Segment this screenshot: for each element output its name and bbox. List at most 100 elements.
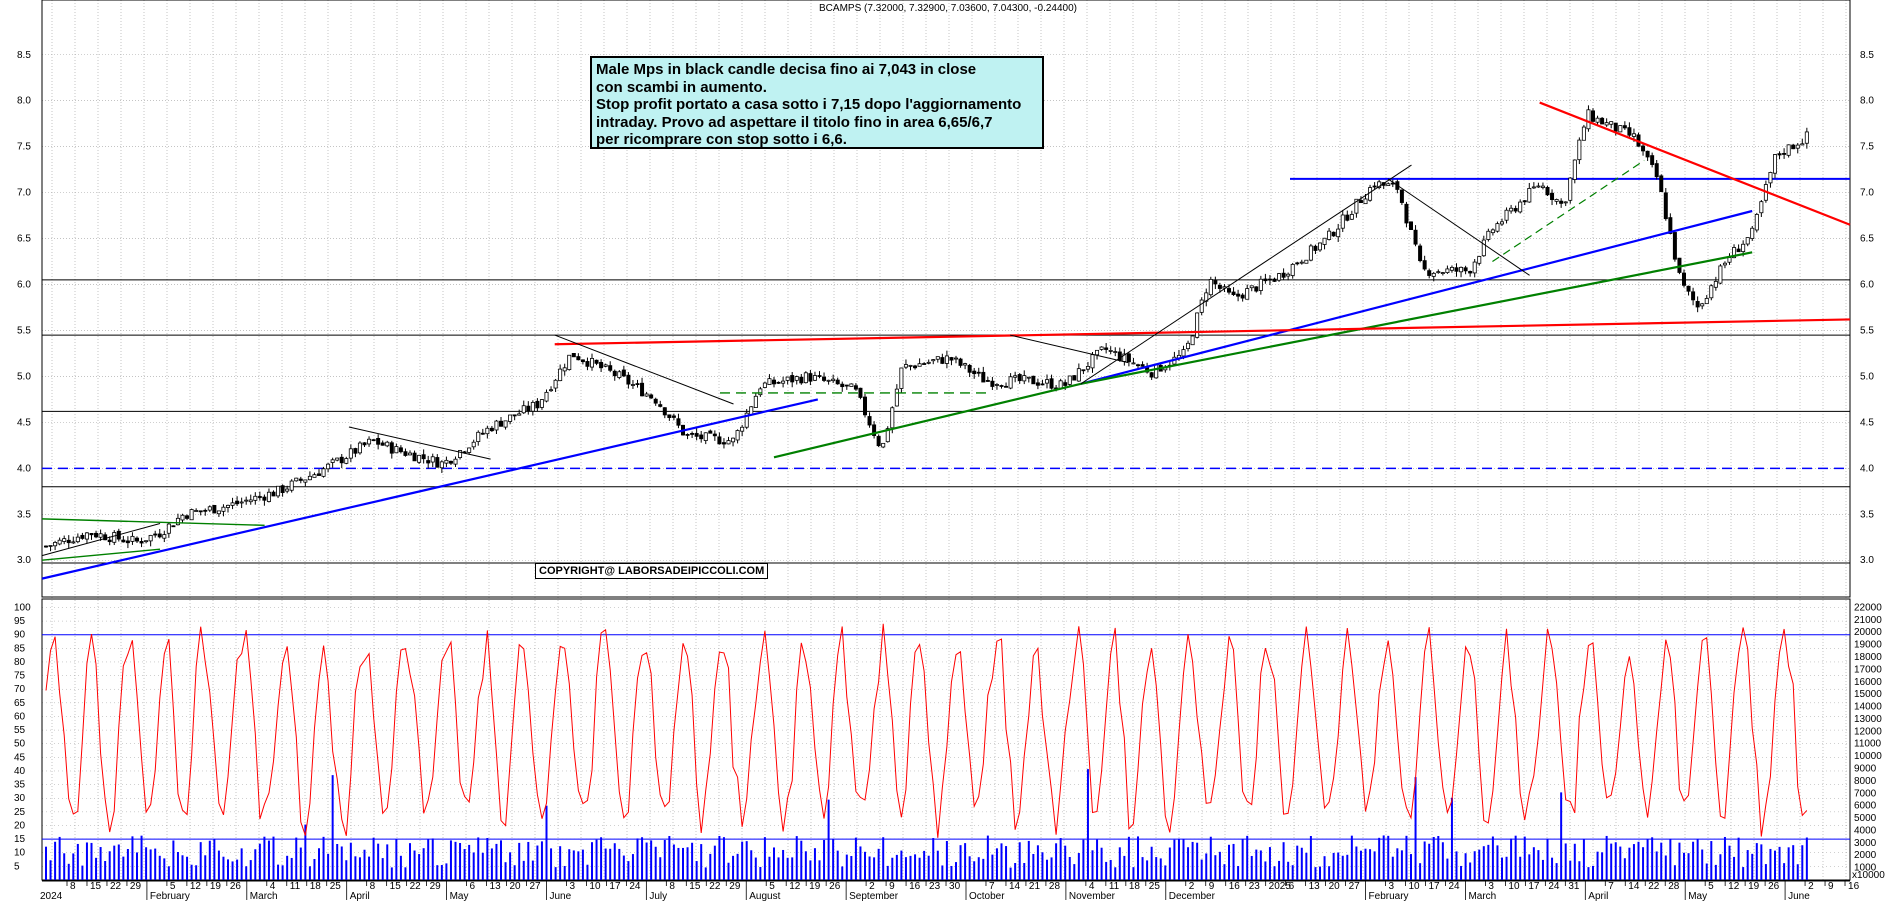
- oscillator-tick-label: 55: [14, 725, 26, 736]
- candle-body: [1040, 383, 1045, 386]
- day-label: 26: [829, 881, 841, 892]
- candle-body: [835, 379, 840, 385]
- day-label: 30: [949, 881, 961, 892]
- green-range-top: [41, 518, 265, 527]
- candle-body: [1149, 372, 1154, 378]
- day-label: 24: [1448, 881, 1460, 892]
- day-label: 26: [230, 881, 242, 892]
- candle-body: [1258, 278, 1263, 291]
- candle-body: [503, 420, 508, 428]
- candle-body: [348, 448, 353, 459]
- black-short-downtrend: [348, 426, 491, 460]
- day-label: 9: [1828, 881, 1834, 892]
- volume-tick-label: 6000: [1854, 801, 1877, 812]
- black-short-uptrend: [41, 522, 161, 557]
- candle-body: [703, 432, 708, 441]
- month-label: February: [1369, 891, 1409, 902]
- candle-body: [285, 488, 290, 492]
- black-short-downtrend-2: [1009, 334, 1129, 364]
- day-label: 29: [729, 881, 741, 892]
- candle-body: [1581, 126, 1586, 141]
- month-label: June: [549, 891, 571, 902]
- candle-body: [544, 391, 549, 402]
- candle-body: [526, 405, 531, 412]
- candle-body: [599, 361, 604, 369]
- candle-body: [949, 357, 954, 361]
- day-label: 6: [1289, 881, 1295, 892]
- candle-body: [1131, 362, 1136, 365]
- candle-body: [412, 452, 417, 462]
- candle-body: [1686, 285, 1691, 292]
- day-label: 24: [1548, 881, 1560, 892]
- candle-body: [1563, 201, 1568, 204]
- support-resistance-levels: [42, 177, 1850, 840]
- green-dashed-channel: [1492, 159, 1645, 263]
- day-label: 23: [929, 881, 941, 892]
- month-label: May: [450, 891, 469, 902]
- candle-body: [1536, 185, 1541, 188]
- candle-body: [521, 405, 526, 414]
- candle-body: [316, 473, 321, 476]
- day-label: 2: [1808, 881, 1814, 892]
- day-label: 13: [490, 881, 502, 892]
- price-tick-label-left: 7.5: [17, 142, 31, 153]
- candle-body: [781, 380, 786, 384]
- candle-body: [1372, 185, 1377, 188]
- day-label: 18: [1129, 881, 1141, 892]
- candle-body: [621, 369, 626, 377]
- volume-tick-label: 21000: [1854, 615, 1882, 626]
- oscillator-tick-label: 20: [14, 820, 26, 831]
- candle-body: [1236, 293, 1241, 297]
- candle-body: [1627, 127, 1632, 136]
- day-label: 7: [989, 881, 995, 892]
- price-tick-label-left: 5.0: [17, 371, 31, 382]
- candle-body: [640, 382, 645, 397]
- candle-body: [330, 459, 335, 463]
- candle-body: [1349, 214, 1354, 220]
- copyright-label: COPYRIGHT@ LABORSADEIPICCOLI.COM: [535, 563, 769, 579]
- candle-body: [1509, 207, 1514, 212]
- candle-body: [448, 460, 453, 464]
- annotation-line: intraday. Provo ad aspettare il titolo f…: [596, 113, 993, 131]
- candle-body: [103, 534, 108, 541]
- candle-body: [326, 463, 331, 470]
- candle-body: [1254, 286, 1259, 292]
- candle-body: [935, 356, 940, 360]
- candle-body: [1786, 144, 1791, 156]
- day-label: 15: [689, 881, 701, 892]
- volume-tick-label: 7000: [1854, 788, 1877, 799]
- candle-body: [594, 359, 599, 364]
- candle-body: [1013, 375, 1018, 378]
- candle-body: [1613, 122, 1618, 132]
- candle-body: [822, 376, 827, 381]
- day-label: 11: [1109, 881, 1120, 892]
- candle-body: [130, 535, 135, 542]
- day-label: 16: [909, 881, 921, 892]
- candle-body: [476, 431, 481, 442]
- candle-body: [530, 401, 535, 412]
- candle-body: [649, 394, 654, 399]
- red-trendline-long: [554, 318, 1851, 346]
- day-label: 19: [1748, 881, 1760, 892]
- candle-body: [1035, 382, 1040, 386]
- candle-body: [239, 501, 244, 504]
- candle-body: [685, 434, 690, 436]
- candle-body: [876, 436, 881, 447]
- blue-trendline-2024: [41, 398, 819, 580]
- candle-body: [1368, 187, 1373, 201]
- candle-body: [171, 525, 176, 528]
- candle-body: [1782, 153, 1787, 155]
- day-label: 22: [1648, 881, 1660, 892]
- candle-body: [262, 496, 267, 501]
- candle-body: [539, 399, 544, 408]
- candle-body: [853, 385, 858, 390]
- candle-body: [439, 461, 444, 469]
- candle-body: [1304, 259, 1309, 264]
- candle-body: [189, 509, 194, 521]
- candle-body: [1791, 144, 1796, 150]
- black-uptrend: [1080, 164, 1412, 385]
- day-label: 14: [1009, 881, 1021, 892]
- candle-body: [635, 383, 640, 386]
- candle-body: [1208, 279, 1213, 296]
- candle-body: [166, 523, 171, 534]
